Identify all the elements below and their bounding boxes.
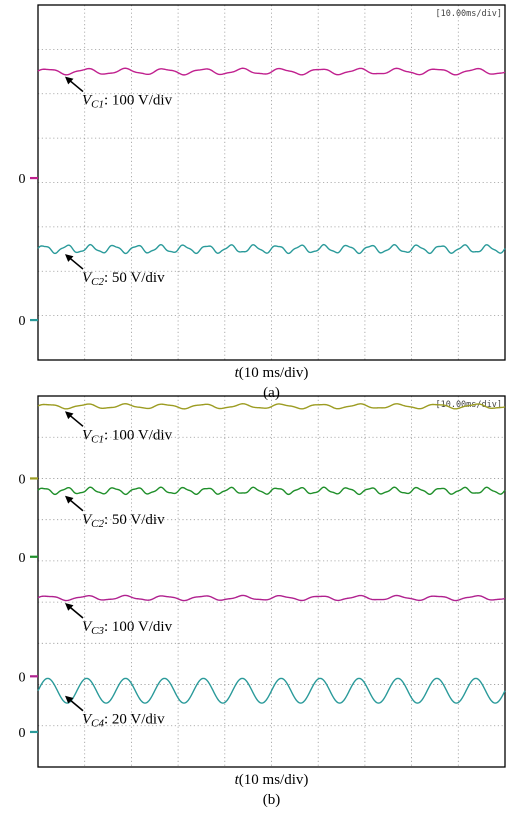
annotation-arrow [65,695,84,712]
time-scale-readout: [10.00ms/div] [435,9,502,19]
panel-caption: (a) [263,385,280,401]
zero-label: 0 [19,314,26,329]
series-label-vc2: VC2: 50 V/div [82,512,165,530]
scope-frame [37,4,506,361]
scope-frame [37,395,506,768]
grid [38,396,505,767]
trace-vc2 [37,243,506,255]
x-axis-label: t(10 ms/div) [235,772,309,788]
annotation-arrow [65,602,84,619]
annotation-arrow [65,76,84,93]
series-label-vc3: VC3: 100 V/div [82,619,173,637]
trace-vc2 [37,486,506,496]
annotation-arrow [65,411,84,427]
series-label-vc4: VC4: 20 V/div [82,712,165,730]
annotation-arrow [65,254,84,270]
x-axis-label: t(10 ms/div) [235,365,309,381]
zero-label: 0 [19,472,26,487]
zero-label: 0 [19,670,26,685]
trace-vc1 [37,403,506,410]
series-label-vc2: VC2: 50 V/div [82,270,165,288]
trace-vc1 [37,67,506,76]
panel-caption: (b) [263,792,281,808]
zero-label: 0 [19,172,26,187]
annotation-arrow [65,495,84,512]
trace-vc4 [37,677,506,704]
series-label-vc1: VC1: 100 V/div [82,93,173,111]
series-label-vc1: VC1: 100 V/div [82,427,173,445]
grid [38,5,505,360]
zero-label: 0 [19,726,26,741]
scope-panel-a: [10.00ms/div] 0 VC1: 100 V/div 0 VC2: 50 V/d… [19,4,506,401]
trace-vc3 [37,594,506,602]
zero-label: 0 [19,551,26,566]
